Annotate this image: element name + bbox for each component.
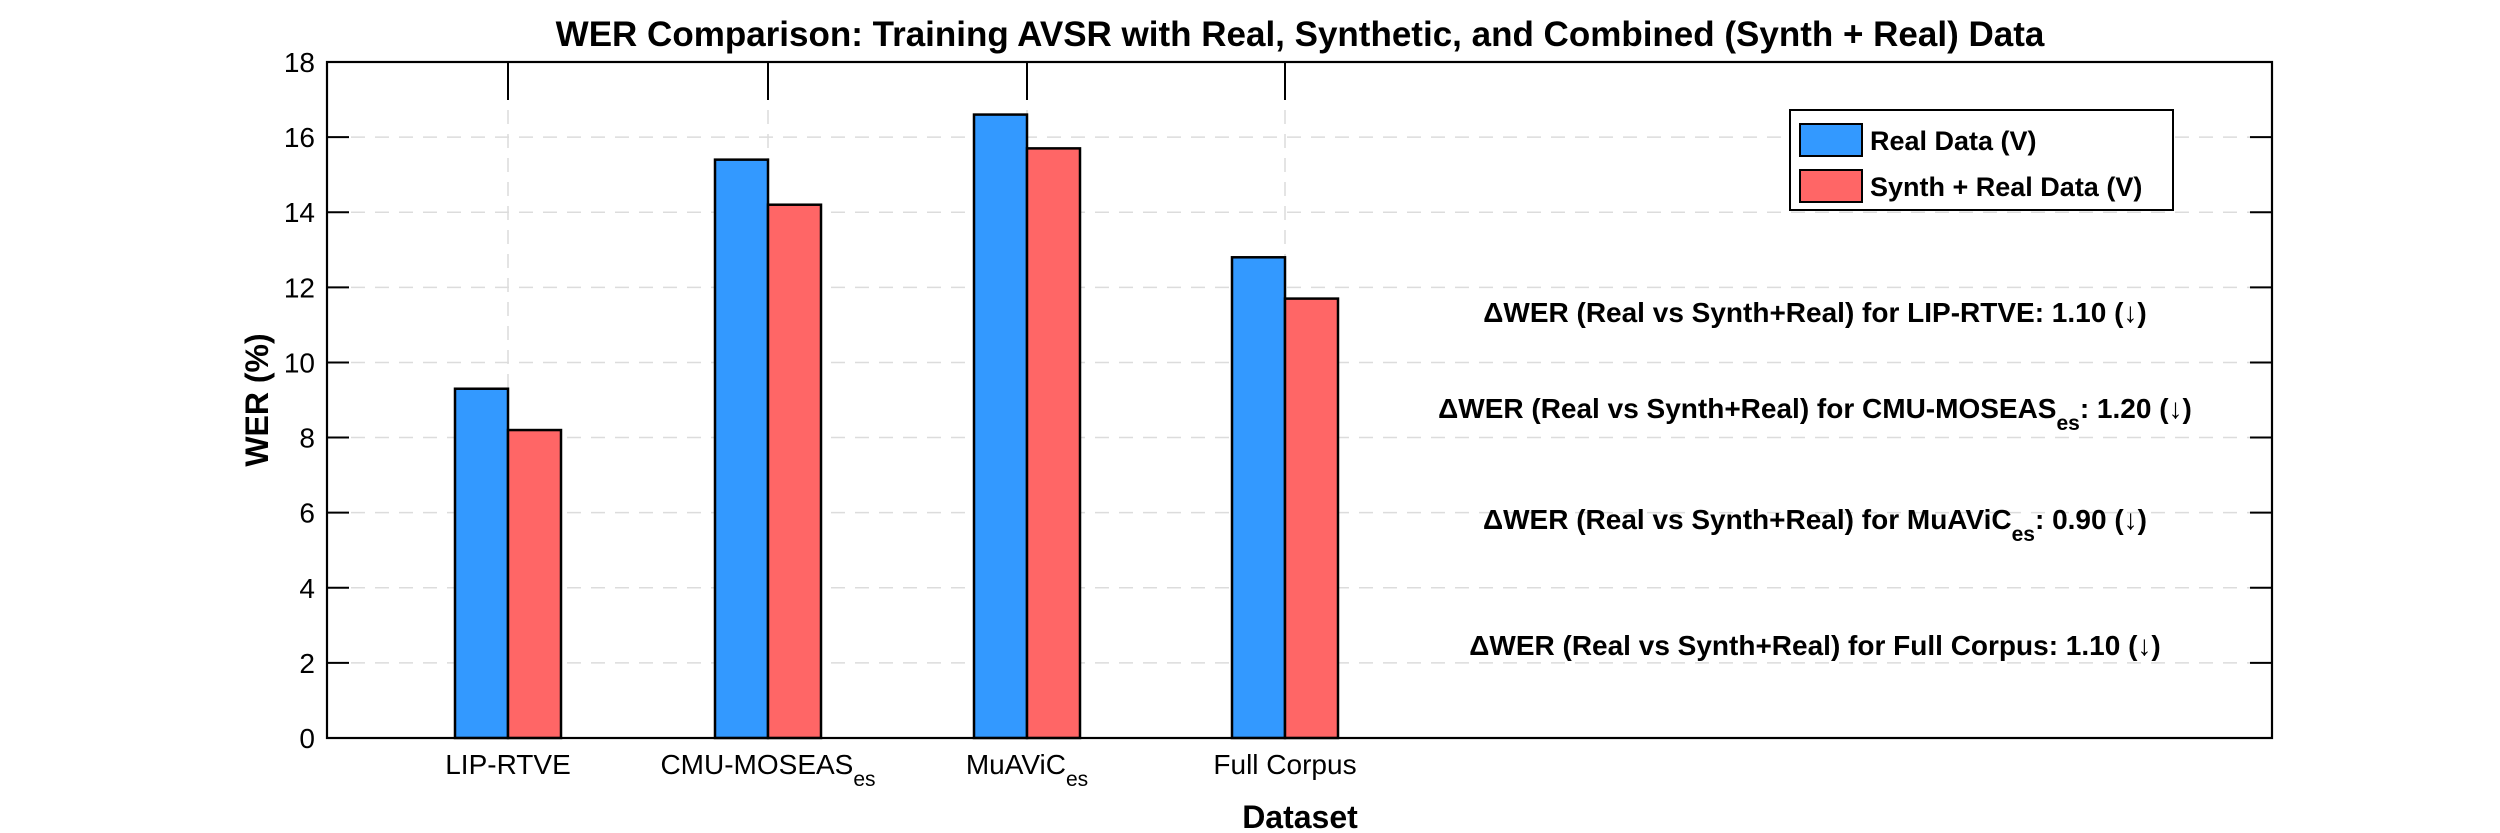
y-tick-label: 8	[299, 423, 315, 454]
x-tick-label: MuAViCes	[966, 749, 1088, 791]
bar-real	[972, 113, 1029, 740]
bars	[453, 113, 1340, 740]
bar-synth-real	[1283, 297, 1340, 740]
bar-real	[1230, 256, 1287, 740]
delta-wer-annotation: ΔWER (Real vs Synth+Real) for CMU-MOSEAS…	[1438, 393, 2192, 435]
delta-annotations: ΔWER (Real vs Synth+Real) for LIP-RTVE: …	[1438, 297, 2192, 661]
legend-swatch	[1799, 123, 1863, 157]
legend-entry: Synth + Real Data (V)	[1870, 172, 2142, 202]
bar-synth-real	[1025, 147, 1082, 740]
y-tick-label: 14	[284, 197, 315, 228]
bar-synth-real	[506, 428, 563, 740]
y-tick-label: 2	[299, 648, 315, 679]
bar-synth-real	[766, 203, 823, 740]
legend-swatch	[1799, 169, 1863, 203]
legend: Real Data (V) Synth + Real Data (V)	[1789, 109, 2174, 211]
x-tick-label: LIP-RTVE	[445, 749, 571, 780]
y-tick-label: 0	[299, 723, 315, 754]
x-axis-label: Dataset	[1242, 799, 1358, 833]
delta-wer-annotation: ΔWER (Real vs Synth+Real) for LIP-RTVE: …	[1483, 297, 2146, 328]
y-axis-label: WER (%)	[239, 333, 275, 466]
legend-entry: Real Data (V)	[1870, 126, 2037, 156]
bar-real	[713, 158, 770, 740]
plot-frame	[325, 60, 2274, 740]
y-tick-label: 6	[299, 498, 315, 529]
delta-wer-annotation: ΔWER (Real vs Synth+Real) for Full Corpu…	[1469, 630, 2160, 661]
x-tick-label: CMU-MOSEASes	[660, 749, 875, 791]
axis-ticks: 0 2 4 6 8 10 12 14 16 18 LIP-RTVE CMU-MOSEASes MuAVi…	[284, 47, 2272, 791]
y-tick-label: 10	[284, 347, 315, 378]
y-tick-label: 4	[299, 573, 315, 604]
delta-wer-annotation: ΔWER (Real vs Synth+Real) for MuAViCes: …	[1483, 504, 2147, 546]
bar-real	[453, 387, 510, 740]
y-tick-label: 16	[284, 122, 315, 153]
y-tick-label: 18	[284, 47, 315, 78]
chart-title: WER Comparison: Training AVSR with Real,…	[556, 15, 2045, 54]
y-tick-label: 12	[284, 272, 315, 303]
x-tick-label: Full Corpus	[1213, 749, 1356, 780]
